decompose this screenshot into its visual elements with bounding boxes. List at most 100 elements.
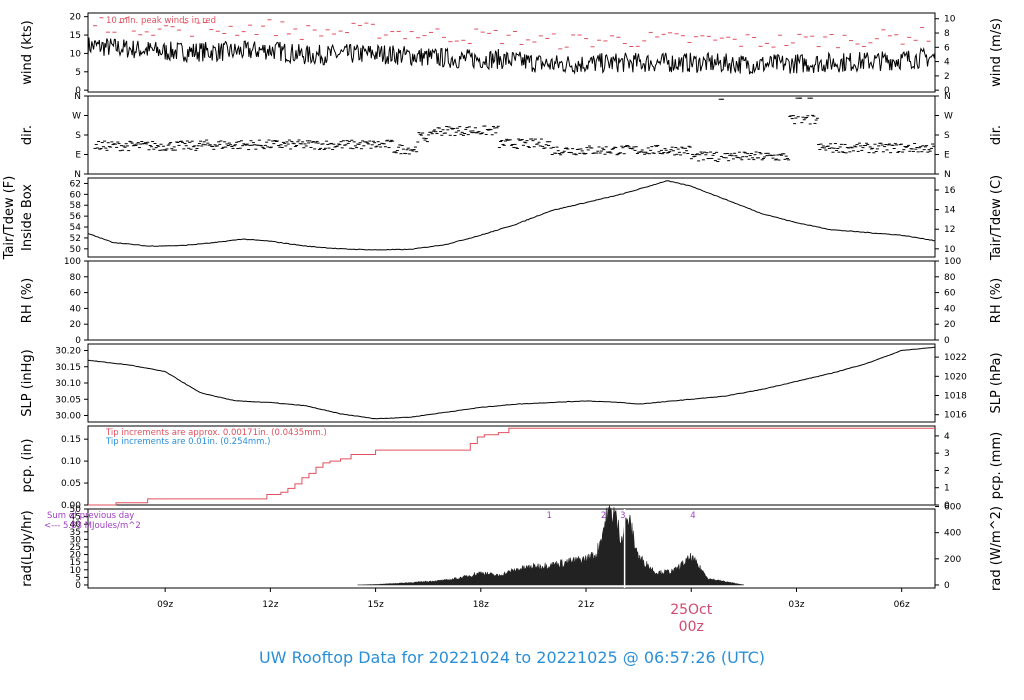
slp-line — [88, 346, 936, 420]
ytick-label-rh: 100 — [64, 257, 81, 267]
peak-wind-note: 10 min. peak winds in red — [106, 16, 216, 26]
wind-speed-line — [87, 37, 936, 75]
xtick-label: 21z — [578, 600, 594, 610]
xtick-label: 15z — [368, 600, 384, 610]
ylabel-right-dir: dir. — [989, 125, 1004, 145]
ytick-label-temp: 62 — [70, 179, 81, 189]
ytick-right-label-rh: 0 — [944, 336, 950, 346]
rad-marker-2: 2 — [601, 511, 606, 521]
ytick-label-dir: S — [75, 131, 81, 141]
rad-marker-1: 1 — [546, 511, 551, 521]
ytick-label-rh: 60 — [70, 289, 82, 299]
ytick-label-slp: 30.05 — [55, 395, 81, 405]
ylabel-temp: Tair/Tdew (F) — [2, 176, 17, 261]
ylabel-right-slp: SLP (hPa) — [989, 352, 1004, 413]
ytick-right-label-rh: 100 — [944, 257, 961, 267]
footer-title: UW Rooftop Data for 20221024 to 20221025… — [258, 648, 766, 667]
rad-sum-note: Sum of previous day — [47, 511, 134, 521]
ytick-right-label-slp: 1018 — [944, 391, 967, 401]
ytick-label-rad: 25 — [70, 543, 81, 553]
ytick-label-slp: 30.20 — [55, 347, 81, 357]
ytick-label-rad: 30 — [70, 535, 82, 545]
ylabel-right-rad: rad (W/m^2) — [989, 506, 1004, 591]
ytick-label-slp: 30.15 — [55, 363, 81, 373]
ytick-label-rad: 40 — [70, 520, 82, 530]
ytick-right-label-temp: 16 — [944, 186, 956, 196]
ytick-right-label-rh: 20 — [944, 320, 956, 330]
ytick-right-label-wind: 10 — [944, 15, 956, 25]
ytick-right-label-rh: 80 — [944, 273, 956, 283]
ytick-label-pcp: 0.05 — [61, 479, 81, 489]
xtick-label: 06z — [894, 600, 910, 610]
ytick-label-rh: 40 — [70, 304, 82, 314]
ytick-label-rad: 0 — [75, 581, 81, 591]
ytick-label-temp: 52 — [70, 234, 81, 244]
ytick-label-dir: E — [75, 151, 81, 161]
xtick-label: 09z — [157, 600, 173, 610]
ylabel-rad: rad(Lgly/hr) — [20, 510, 35, 586]
ylabel-slp: SLP (inHg) — [20, 349, 35, 417]
ytick-right-label-rh: 60 — [944, 289, 956, 299]
ylabel-rh: RH (%) — [20, 278, 35, 323]
ylabel-right-rh: RH (%) — [989, 278, 1004, 323]
ylabel-dir: dir. — [20, 125, 35, 145]
ytick-right-label-wind: 4 — [944, 58, 950, 68]
ytick-right-label-dir: N — [944, 170, 951, 180]
ytick-right-label-pcp: 2 — [944, 466, 950, 476]
day-sublabel: 00z — [679, 619, 704, 635]
rad-area — [357, 504, 745, 586]
ytick-right-label-pcp: 4 — [944, 432, 950, 442]
ytick-right-label-pcp: 1 — [944, 484, 950, 494]
temp-line — [87, 180, 936, 251]
ytick-label-dir: N — [74, 170, 81, 180]
ylabel-right-wind: wind (m/s) — [989, 18, 1004, 87]
ytick-right-label-slp: 1016 — [944, 411, 967, 421]
ytick-label-pcp: 0.00 — [61, 501, 81, 511]
ytick-label-pcp: 0.10 — [61, 457, 81, 467]
ytick-right-label-wind: 6 — [944, 43, 950, 53]
panel-frame-slp — [87, 343, 936, 423]
ytick-label-rad: 15 — [70, 558, 81, 568]
ytick-right-label-wind: 2 — [944, 72, 950, 82]
rad-marker-3: 3 — [620, 511, 625, 521]
ytick-right-label-dir: N — [944, 92, 951, 102]
ytick-label-temp: 50 — [70, 245, 82, 255]
ytick-right-label-pcp: 0 — [944, 501, 950, 511]
ytick-right-label-temp: 14 — [944, 206, 956, 216]
ytick-right-label-pcp: 3 — [944, 449, 950, 459]
ytick-right-label-wind: 0 — [944, 86, 950, 96]
ytick-right-label-rad: 400 — [944, 529, 961, 539]
ytick-label-wind: 20 — [70, 13, 82, 23]
ytick-label-slp: 30.00 — [55, 412, 81, 422]
panel-frame-dir — [87, 95, 936, 175]
ylabel-right-temp: Tair/Tdew (C) — [989, 175, 1004, 261]
ytick-right-label-slp: 1022 — [944, 353, 967, 363]
ytick-label-temp: 58 — [70, 201, 82, 211]
ytick-label-rad: 10 — [70, 566, 82, 576]
xtick-label: 03z — [788, 600, 804, 610]
day-label: 25Oct — [670, 602, 713, 618]
pcp-note-red: Tip increments are approx. 0.00171in. (0… — [105, 428, 327, 438]
ytick-label-temp: 60 — [70, 190, 82, 200]
ytick-label-dir: W — [72, 112, 81, 122]
ytick-label-pcp: 0.15 — [61, 435, 81, 445]
ytick-label-rad: 45 — [70, 513, 81, 523]
panel-frame-rad — [87, 508, 936, 589]
rad-sum-value: <--- 5.88 MJoules/m^2 — [44, 521, 141, 531]
ylabel-line2-temp: Inside Box — [20, 184, 35, 251]
ytick-right-label-rh: 40 — [944, 304, 956, 314]
ytick-right-label-wind: 8 — [944, 29, 950, 39]
ytick-right-label-rad: 600 — [944, 503, 961, 513]
ytick-label-wind: 10 — [70, 49, 82, 59]
ytick-label-wind: 5 — [75, 68, 81, 78]
ytick-right-label-temp: 10 — [944, 245, 956, 255]
ytick-label-rad: 35 — [70, 528, 81, 538]
ytick-label-temp: 54 — [70, 223, 82, 233]
panel-frame-rh — [87, 260, 936, 341]
ylabel-right-pcp: pcp. (mm) — [989, 432, 1004, 499]
pcp-note-blue: Tip increments are 0.01in. (0.254mm.) — [105, 437, 270, 447]
ytick-label-rad: 50 — [70, 505, 82, 515]
panel-frame-temp — [87, 177, 936, 258]
ytick-label-rh: 0 — [75, 336, 81, 346]
